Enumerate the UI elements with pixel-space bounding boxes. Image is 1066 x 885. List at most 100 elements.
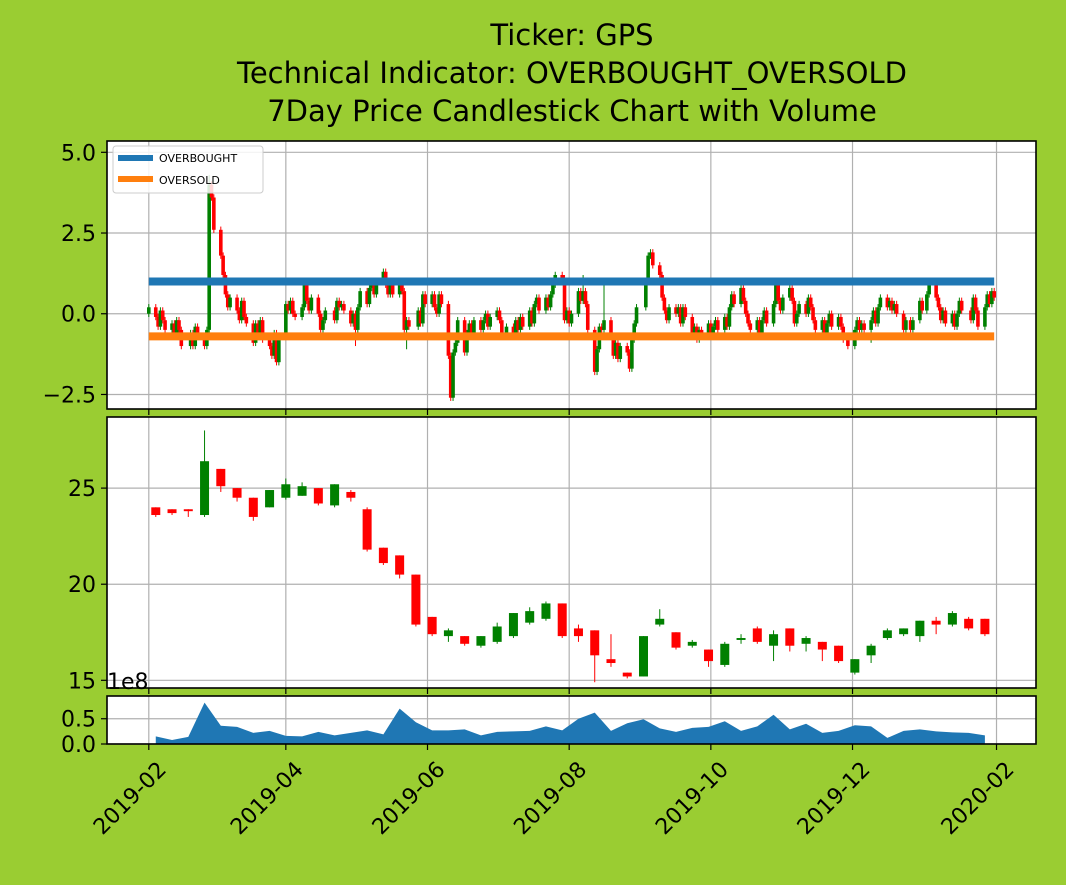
indicator-candle-body	[595, 349, 599, 372]
indicator-candle-body	[291, 300, 295, 314]
indicator-candle-body	[862, 323, 866, 330]
indicator-candle-body	[437, 294, 441, 314]
indicator-candle-body	[416, 310, 421, 327]
indicator-candle-body	[755, 320, 760, 330]
indicator-candle-body	[537, 297, 541, 311]
indicator-candle-body	[455, 320, 460, 343]
indicator-candle-body	[976, 310, 980, 327]
indicator-candle-body	[434, 307, 439, 314]
indicator-candle-body	[771, 304, 776, 324]
indicator-candle-body	[825, 323, 829, 334]
price-candle-body	[183, 509, 193, 512]
chart-title-line-2: Technical Indicator: OVERBOUGHT_OVERSOLD	[236, 56, 907, 90]
indicator-candle-body	[147, 307, 151, 314]
indicator-candle-body	[446, 304, 451, 356]
indicator-candle-body	[472, 320, 476, 334]
price-candle-body	[411, 574, 421, 625]
indicator-candle-body	[660, 275, 664, 298]
indicator-candle-body	[936, 297, 941, 308]
indicator-candle-body	[920, 300, 924, 311]
indicator-candle-body	[934, 284, 938, 298]
indicator-candle-body	[207, 184, 211, 330]
indicator-candle-body	[388, 284, 393, 295]
indicator-candle-body	[743, 300, 748, 314]
indicator-candle-body	[969, 310, 973, 321]
price-candle-body	[866, 645, 876, 656]
indicator-candle-body	[332, 310, 337, 321]
indicator-candle-body	[776, 284, 781, 301]
indicator-candle-body	[302, 284, 307, 308]
indicator-candle-body	[985, 294, 990, 308]
indicator-candle-body	[286, 304, 290, 311]
indicator-candle-body	[335, 300, 339, 321]
indicator-candle-body	[235, 297, 239, 311]
indicator-candle-body	[534, 297, 539, 305]
price-candle-body	[248, 497, 258, 517]
indicator-candle-body	[532, 304, 537, 324]
price-candle-body	[801, 638, 811, 644]
indicator-candle-body	[990, 291, 994, 305]
indicator-candle-body	[827, 313, 832, 324]
indicator-candle-body	[609, 320, 613, 337]
price-y-tick-label: 20	[68, 573, 96, 598]
indicator-candle-body	[430, 294, 434, 305]
indicator-candle-body	[760, 320, 764, 337]
indicator-candle-body	[358, 291, 362, 308]
indicator-panel: −2.5 0.0 2.5 5.0 OVERBOUGHT OVERSOLD	[43, 140, 1037, 415]
indicator-candle-body	[892, 304, 897, 311]
price-candle-body	[541, 603, 551, 619]
price-candle-body	[557, 603, 567, 637]
indicator-candle-body	[952, 313, 957, 327]
indicator-candle-body	[725, 316, 729, 327]
indicator-candle-body	[469, 323, 474, 334]
indicator-candle-body	[885, 297, 890, 308]
indicator-candle-body	[153, 307, 158, 317]
indicator-frame	[106, 140, 1037, 410]
indicator-candle-body	[808, 297, 813, 308]
indicator-candle-body	[513, 320, 518, 334]
price-candle-body	[573, 628, 583, 637]
indicator-candle-body	[941, 310, 945, 321]
indicator-candle-body	[955, 313, 959, 327]
price-candle-body	[151, 507, 161, 516]
indicator-candle-body	[887, 300, 892, 308]
indicator-candle-body	[727, 307, 732, 327]
indicator-candle-body	[156, 316, 160, 327]
legend-oversold-label: OVERSOLD	[159, 174, 220, 187]
indicator-candle-body	[839, 316, 843, 327]
indicator-candle-body	[479, 320, 483, 330]
indicator-candle-body	[894, 304, 899, 314]
indicator-candle-body	[500, 320, 504, 334]
indicator-candle-body	[648, 252, 653, 256]
indicator-candle-body	[342, 304, 346, 311]
indicator-candle-body	[432, 294, 437, 308]
indicator-candle-body	[722, 316, 727, 330]
indicator-candle-body	[546, 297, 551, 308]
price-candle-body	[704, 649, 714, 662]
indicator-candle-body	[762, 310, 767, 321]
price-candle-body	[427, 616, 437, 635]
indicator-candle-body	[676, 307, 681, 314]
indicator-candle-body	[418, 310, 423, 324]
indicator-candle-body	[581, 291, 585, 301]
indicator-candle-body	[518, 316, 523, 330]
indicator-candle-body	[530, 310, 534, 324]
indicator-y-tick-label: −2.5	[43, 383, 96, 408]
price-frame	[106, 416, 1037, 689]
price-candle-body	[362, 509, 372, 550]
price-y-tick-label: 15	[68, 669, 96, 694]
indicator-candle-body	[339, 304, 344, 308]
price-candle-body	[622, 672, 632, 677]
indicator-candle-body	[353, 313, 358, 330]
price-candle-body	[460, 636, 470, 644]
indicator-candle-body	[729, 294, 734, 308]
indicator-candle-body	[662, 297, 667, 311]
indicator-candle-body	[567, 310, 571, 324]
indicator-candle-body	[871, 310, 876, 321]
price-candle-body	[297, 486, 307, 496]
indicator-candle-body	[774, 284, 778, 305]
indicator-candle-body	[876, 307, 880, 324]
indicator-candle-body	[562, 278, 567, 321]
indicator-candle-body	[873, 310, 878, 324]
indicator-candle-body	[467, 323, 472, 334]
